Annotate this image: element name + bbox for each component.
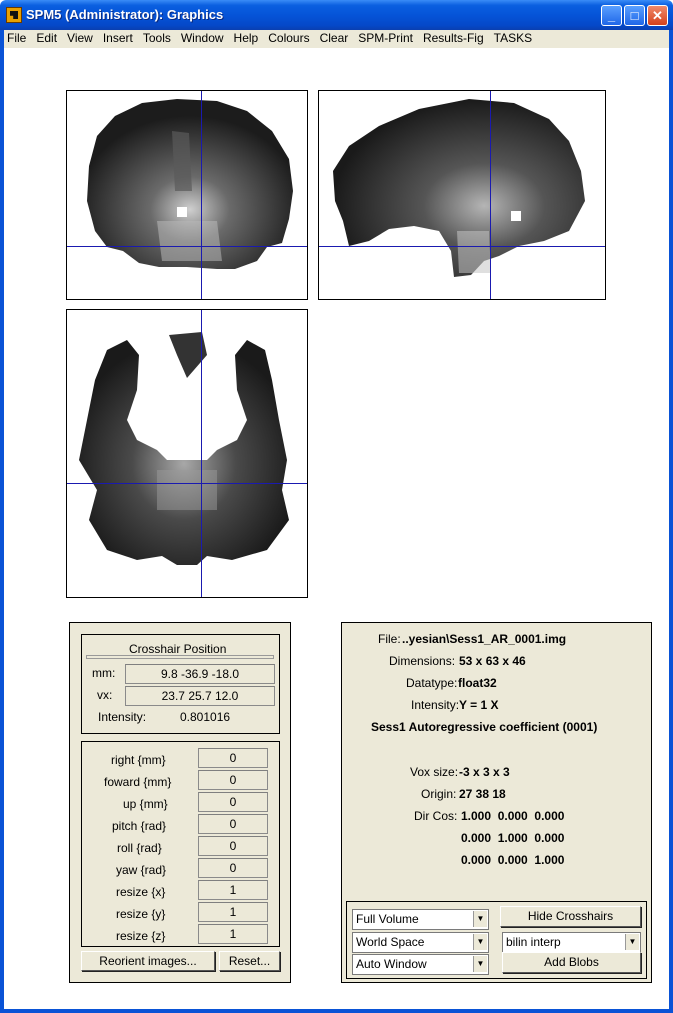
reorient-images-button[interactable]: Reorient images... [81,951,215,971]
dircos-row-2: 0.000 1.000 0.000 [461,831,565,845]
right-mm-field[interactable]: 0 [198,748,268,768]
menu-colours[interactable]: Colours [268,31,310,45]
crosshair-position-frame: Crosshair Position mm: 9.8 -36.9 -18.0 v… [81,634,280,734]
menu-edit[interactable]: Edit [36,31,58,45]
intensity-value: 0.801016 [180,710,231,724]
space-select[interactable]: World Space ▼ [352,932,489,953]
menu-clear[interactable]: Clear [319,31,349,45]
menu-tools[interactable]: Tools [142,31,171,45]
vx-position-field[interactable]: 23.7 25.7 12.0 [125,686,275,706]
crosshair-horizontal [319,246,605,247]
sagittal-brain-image [333,99,585,277]
coronal-view[interactable] [66,90,308,300]
file-label: File: [378,632,401,646]
minimize-button[interactable]: _ [601,5,622,26]
intensity-label: Intensity: [98,710,147,724]
crosshair-horizontal [67,246,307,247]
window-frame-bottom [0,1009,673,1013]
add-blobs-button[interactable]: Add Blobs [502,952,641,973]
menu-spm-print[interactable]: SPM-Print [358,31,413,45]
dimensions-value: 53 x 63 x 46 [459,654,526,668]
resize-y-field[interactable]: 1 [198,902,268,922]
datatype-value: float32 [458,676,497,690]
menu-insert[interactable]: Insert [102,31,133,45]
chevron-down-icon: ▼ [473,956,487,972]
display-controls-frame: Full Volume ▼ World Space ▼ Auto Window … [346,901,647,979]
window-frame-left [0,30,4,1013]
datatype-label: Datatype: [406,676,458,690]
crosshair-divider [86,655,274,659]
resize-x-field[interactable]: 1 [198,880,268,900]
roll-rad-field[interactable]: 0 [198,836,268,856]
reorient-fields-frame: right {mm} 0 foward {mm} 0 up {mm} 0 pit… [81,741,280,947]
axial-brain-image [79,332,289,565]
menu-tasks[interactable]: TASKS [493,31,533,45]
crosshair-vertical [201,91,202,299]
dircos-label: Dir Cos: [414,809,458,823]
forward-mm-label: foward {mm} [104,775,172,789]
interpolation-select[interactable]: bilin interp ▼ [502,932,641,953]
intensity-info-label: Intensity: [411,698,460,712]
crosshair-horizontal [67,483,307,484]
up-mm-field[interactable]: 0 [198,792,268,812]
reorient-panel: Crosshair Position mm: 9.8 -36.9 -18.0 v… [69,622,291,983]
reset-button[interactable]: Reset... [219,951,280,971]
chevron-down-icon: ▼ [473,934,487,950]
crosshair-vertical [201,310,202,597]
pitch-rad-field[interactable]: 0 [198,814,268,834]
file-value: ..yesian\Sess1_AR_0001.img [402,632,567,646]
title-bar[interactable]: SPM5 (Administrator): Graphics _ □ ✕ [0,0,673,30]
close-button[interactable]: ✕ [647,5,668,26]
dimensions-label: Dimensions: [389,654,456,668]
chevron-down-icon: ▼ [625,934,639,950]
window-select[interactable]: Auto Window ▼ [352,954,489,975]
voxsize-value: -3 x 3 x 3 [459,765,510,779]
volume-select[interactable]: Full Volume ▼ [352,909,489,930]
menu-help[interactable]: Help [233,31,259,45]
resize-z-field[interactable]: 1 [198,924,268,944]
sagittal-view[interactable] [318,90,606,300]
menu-file[interactable]: File [7,31,27,45]
yaw-rad-label: yaw {rad} [116,863,167,877]
origin-value: 27 38 18 [459,787,506,801]
volume-select-value: Full Volume [356,912,419,926]
roll-rad-label: roll {rad} [117,841,162,855]
interpolation-select-value: bilin interp [506,935,561,949]
axial-view[interactable] [66,309,308,598]
resize-z-label: resize {z} [116,929,166,943]
forward-mm-field[interactable]: 0 [198,770,268,790]
voxsize-label: Vox size: [410,765,459,779]
window-select-value: Auto Window [356,957,427,971]
right-mm-label: right {mm} [111,753,166,767]
crosshair-vertical [490,91,491,299]
dircos-row-3: 0.000 0.000 1.000 [461,853,565,867]
window-title: SPM5 (Administrator): Graphics [26,7,224,22]
vx-label: vx: [97,688,113,702]
menu-results-fig[interactable]: Results-Fig [422,31,484,45]
hide-crosshairs-button[interactable]: Hide Crosshairs [500,906,641,927]
up-mm-label: up {mm} [123,797,168,811]
origin-label: Origin: [421,787,457,801]
image-info-panel: File: ..yesian\Sess1_AR_0001.img Dimensi… [341,622,652,983]
space-select-value: World Space [356,935,425,949]
coronal-brain-image [87,99,293,269]
intensity-info-value: Y = 1 X [459,698,499,712]
crosshair-position-title: Crosshair Position [129,642,227,656]
menu-window[interactable]: Window [180,31,224,45]
yaw-rad-field[interactable]: 0 [198,858,268,878]
dircos-row-1: 1.000 0.000 0.000 [461,809,565,823]
window-frame-right [669,30,673,1013]
resize-y-label: resize {y} [116,907,166,921]
mm-position-field[interactable]: 9.8 -36.9 -18.0 [125,664,275,684]
resize-x-label: resize {x} [116,885,166,899]
chevron-down-icon: ▼ [473,911,487,927]
matlab-app-icon [6,7,22,23]
mm-label: mm: [92,666,116,680]
maximize-button[interactable]: □ [624,5,645,26]
menu-view[interactable]: View [67,31,93,45]
image-description: Sess1 Autoregressive coefficient (0001) [371,720,598,734]
pitch-rad-label: pitch {rad} [112,819,167,833]
menu-bar: File Edit View Insert Tools Window Help Colours… [4,30,669,48]
